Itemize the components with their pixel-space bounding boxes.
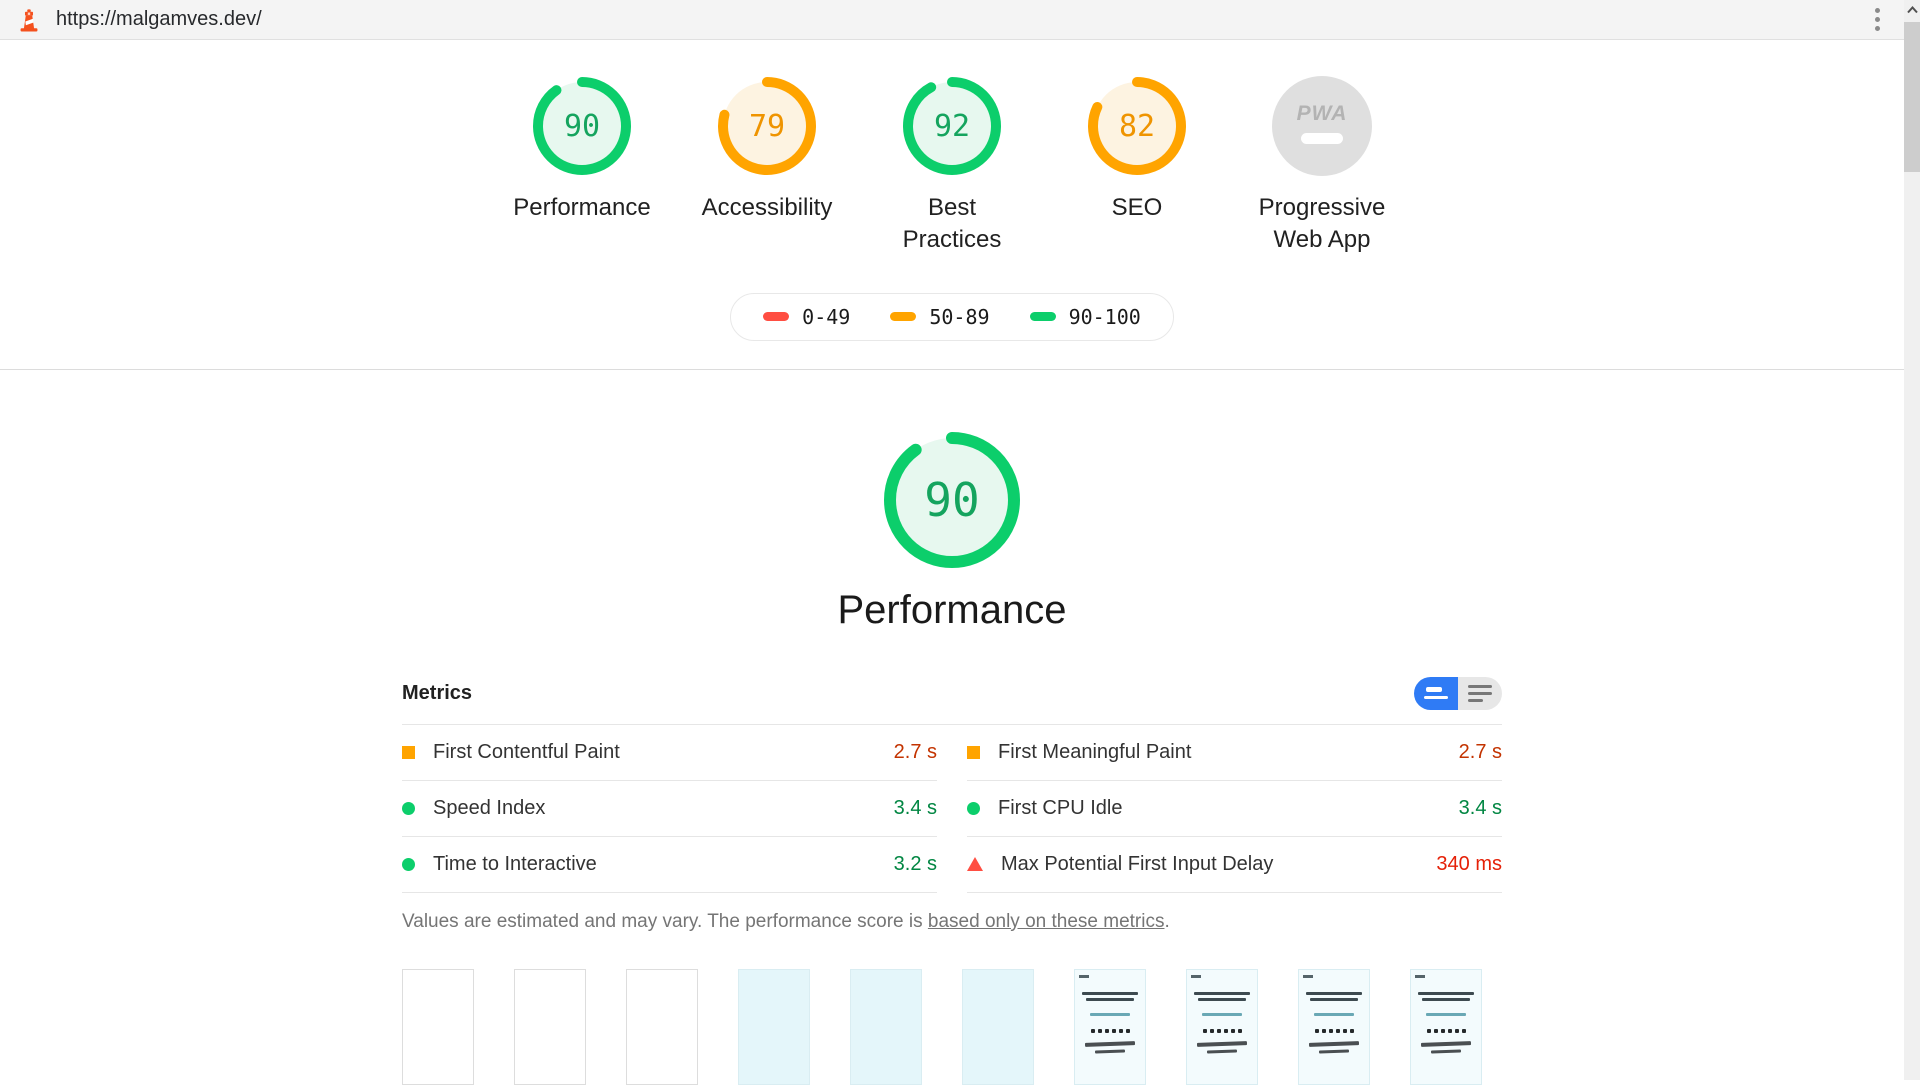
legend-range: 90-100 [1068, 304, 1141, 329]
metric-name: First CPU Idle [998, 796, 1123, 819]
metric-status-icon [967, 857, 983, 872]
metrics-docs-link[interactable]: based only on these metrics [927, 910, 1165, 932]
legend-dash-icon [763, 312, 790, 322]
metric-row: First Meaningful Paint 2.7 s [967, 725, 1502, 781]
legend-dash-icon [890, 312, 917, 322]
scroll-up-arrow-icon[interactable] [1904, 0, 1920, 20]
gauge-ring [533, 77, 631, 175]
toggle-list-view-button[interactable] [1458, 676, 1502, 710]
report-url: https://malgamves.dev/ [56, 8, 262, 30]
score-legend: 0-49 50-89 90-100 [730, 292, 1174, 341]
filmstrip-thumbnail-content [1186, 968, 1258, 1085]
metric-value: 340 ms [1436, 852, 1502, 875]
metric-value: 2.7 s [893, 740, 937, 763]
gauge-label: Performance [513, 194, 651, 221]
metric-row: Max Potential First Input Delay 340 ms [967, 837, 1502, 893]
gauge-label: SEO [1111, 194, 1163, 221]
performance-section-title: Performance [837, 587, 1067, 632]
score-gauge-row: 90 Performance 79 Accessibility 92 Best Pra… [0, 76, 1904, 257]
gauge-best-practices[interactable]: 92 Best Practices [877, 76, 1027, 257]
legend-range: 0-49 [802, 304, 851, 329]
filmstrip-thumbnail-content [1074, 968, 1146, 1085]
lighthouse-icon [20, 8, 38, 31]
gauge-label: Accessibility [701, 194, 833, 221]
report-header-bar: https://malgamves.dev/ [0, 0, 1904, 40]
section-divider [0, 368, 1904, 370]
filmstrip-thumbnail-blank [402, 968, 474, 1085]
legend-item: 50-89 [890, 304, 990, 329]
filmstrip-thumbnail-tint [850, 968, 922, 1085]
metric-status-icon [402, 745, 415, 759]
metrics-header-divider [402, 723, 1502, 725]
filmstrip-thumbnail-content [1298, 968, 1370, 1085]
metric-row: Time to Interactive 3.2 s [402, 837, 937, 893]
gauge-score: 90 [563, 108, 601, 144]
filmstrip-thumbnail-tint [738, 968, 810, 1085]
legend-item: 0-49 [763, 305, 850, 329]
performance-section: 90 Performance Metrics First Contentful … [0, 370, 1904, 1085]
metric-name: Time to Interactive [433, 852, 597, 875]
gauge-label: Progressive Web App [1258, 194, 1386, 254]
metric-name: Speed Index [433, 796, 546, 819]
gauge-ring [884, 431, 1020, 568]
metric-value: 3.4 s [893, 796, 937, 819]
metric-status-icon [967, 801, 980, 815]
metric-status-icon [402, 857, 415, 871]
metric-status-icon [402, 801, 415, 815]
legend-dash-icon [1029, 312, 1056, 322]
metrics-view-toggle [1414, 676, 1502, 710]
metric-status-icon [967, 745, 980, 759]
toggle-relevance-view-button[interactable] [1414, 676, 1458, 710]
scrollbar-thumb[interactable] [1904, 22, 1920, 172]
gauge-label: Best Practices [902, 194, 1002, 254]
filmstrip-thumbnail-blank [514, 968, 586, 1085]
gauge-accessibility[interactable]: 79 Accessibility [692, 76, 842, 224]
metric-value: 3.2 s [893, 852, 937, 875]
metric-row: Speed Index 3.4 s [402, 781, 937, 837]
gauge-score: 82 [1118, 108, 1156, 144]
metric-value: 2.7 s [1458, 740, 1502, 763]
metrics-panel: Metrics First Contentful Paint 2.7 s Spe… [402, 676, 1502, 1085]
gauge-score: 92 [933, 108, 971, 144]
pwa-dash-icon [1301, 133, 1343, 144]
legend-item: 90-100 [1029, 304, 1141, 329]
scores-section: 90 Performance 79 Accessibility 92 Best Pra… [0, 40, 1904, 341]
metrics-disclaimer: Values are estimated and may vary. The p… [402, 910, 1170, 932]
metric-row: First CPU Idle 3.4 s [967, 781, 1502, 837]
metric-value: 3.4 s [1458, 796, 1502, 819]
gauge-score: 79 [748, 108, 786, 144]
gauge-pwa[interactable]: PWA Progressive Web App [1247, 76, 1397, 257]
gauge-ring [903, 77, 1001, 175]
metric-name: Max Potential First Input Delay [1001, 852, 1274, 875]
metrics-heading: Metrics [402, 681, 473, 704]
performance-score-gauge[interactable]: 90 [882, 430, 1022, 570]
filmstrip-thumbnail-blank [626, 968, 698, 1085]
gauge-ring [718, 77, 816, 175]
metric-name: First Contentful Paint [433, 740, 620, 763]
metrics-grid: First Contentful Paint 2.7 s Speed Index… [402, 725, 1502, 893]
filmstrip-thumbnail-tint [962, 968, 1034, 1085]
gauge-score: 90 [924, 472, 980, 527]
metric-row: First Contentful Paint 2.7 s [402, 725, 937, 781]
metric-name: First Meaningful Paint [998, 740, 1192, 763]
filmstrip-thumbnail-content [1410, 968, 1482, 1085]
gauge-seo[interactable]: 82 SEO [1062, 76, 1212, 224]
gauge-ring [1088, 77, 1186, 175]
pwa-badge-icon: PWA [1272, 76, 1372, 176]
load-filmstrip [402, 968, 1502, 1085]
legend-range: 50-89 [929, 304, 990, 329]
gauge-performance[interactable]: 90 Performance [507, 76, 657, 224]
kebab-menu-icon[interactable] [1867, 4, 1888, 35]
vertical-scrollbar[interactable] [1904, 0, 1920, 1080]
pwa-badge-text: PWA [1296, 102, 1348, 125]
